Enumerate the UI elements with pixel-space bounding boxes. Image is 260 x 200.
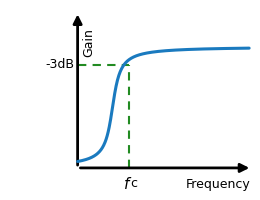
Text: Frequency: Frequency — [185, 178, 250, 191]
Text: $f$: $f$ — [123, 176, 132, 192]
Text: c: c — [130, 177, 137, 190]
Text: -3dB: -3dB — [46, 58, 75, 71]
Text: Gain: Gain — [83, 28, 96, 57]
